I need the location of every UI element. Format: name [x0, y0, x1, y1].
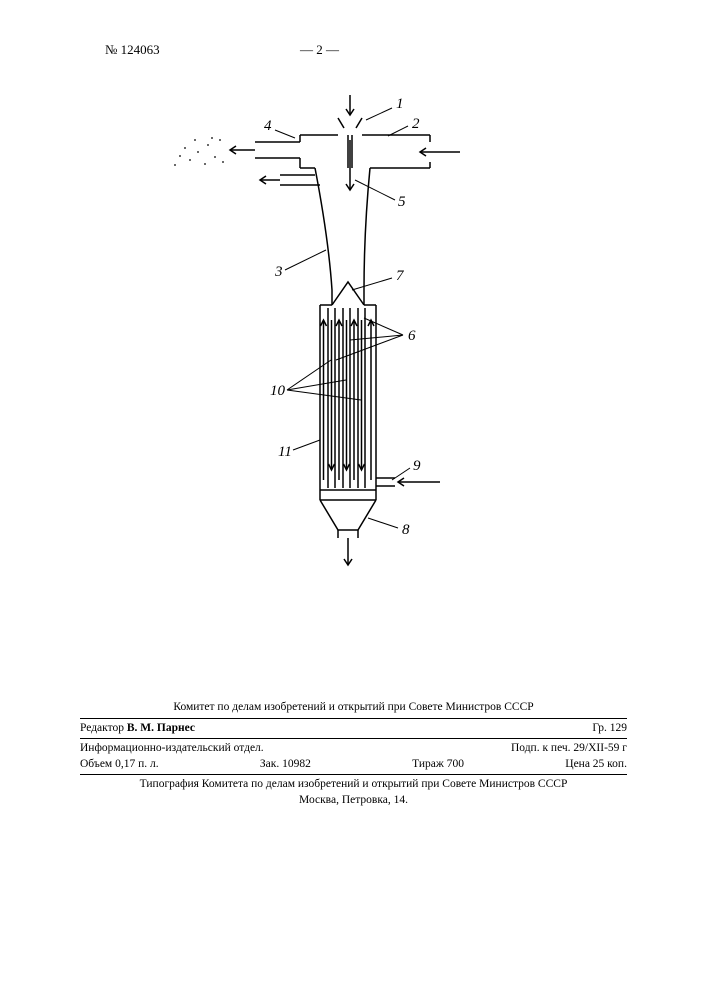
group-code: Гр. 129 [592, 721, 627, 737]
pub-date: Подп. к печ. 29/XII-59 г [511, 741, 627, 757]
order-no: Зак. 10982 [260, 757, 311, 773]
divider [80, 738, 627, 739]
typography-line: Типография Комитета по делам изобретений… [80, 777, 627, 793]
part-label-3: 3 [274, 264, 283, 280]
patent-number: № 124063 [105, 42, 160, 58]
part-label-7: 7 [396, 268, 405, 284]
page-number: — 2 — [300, 42, 339, 58]
committee-line: Комитет по делам изобретений и открытий … [80, 700, 627, 716]
part-label-5: 5 [398, 194, 406, 210]
part-label-2: 2 [412, 116, 420, 132]
dept-line: Информационно-издательский отдел. [80, 741, 264, 757]
part-label-11: 11 [278, 444, 292, 460]
divider [80, 718, 627, 719]
city-line: Москва, Петровка, 14. [80, 793, 627, 809]
part-label-1: 1 [396, 96, 404, 112]
editor-line: Редактор В. М. Парнес [80, 721, 195, 737]
price: Цена 25 коп. [565, 757, 627, 773]
volume-line: Объем 0,17 п. л. [80, 757, 159, 773]
colophon-block: Комитет по делам изобретений и открытий … [80, 700, 627, 808]
part-label-9: 9 [413, 458, 421, 474]
part-label-8: 8 [402, 522, 410, 538]
part-label-6: 6 [408, 328, 416, 344]
part-label-4: 4 [264, 118, 272, 134]
divider [80, 774, 627, 775]
technical-diagram: 1 2 4 3 5 7 6 10 11 9 8 [160, 90, 520, 620]
part-label-10: 10 [270, 383, 286, 399]
tirage: Тираж 700 [412, 757, 464, 773]
